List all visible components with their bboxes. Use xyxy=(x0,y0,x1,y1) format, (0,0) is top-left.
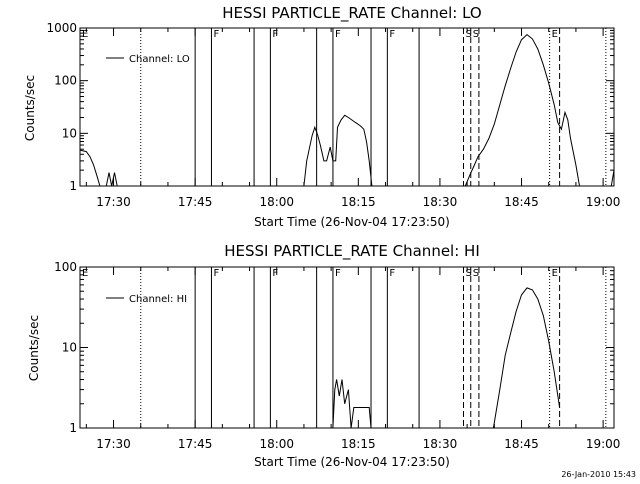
marker-label: S xyxy=(466,29,472,40)
plot-frame xyxy=(79,27,615,187)
y-tick-label: 1000 xyxy=(46,21,77,35)
x-tick-label: 18:45 xyxy=(504,195,539,209)
marker-label: F xyxy=(335,29,341,40)
series-line xyxy=(79,149,101,187)
panel-lo: HESSI PARTICLE_RATE Channel: LO Start Ti… xyxy=(23,4,620,229)
x-tick-label: 17:45 xyxy=(178,195,213,209)
series-line xyxy=(610,170,615,187)
x-tick-label: 19:00 xyxy=(586,437,621,451)
x-tick-label: 17:45 xyxy=(178,437,213,451)
x-tick-label: 18:45 xyxy=(504,437,539,451)
marker-label: F xyxy=(213,268,219,279)
legend-label: Channel: HI xyxy=(129,294,187,305)
marker-label: F xyxy=(389,268,395,279)
marker-label: F xyxy=(272,268,278,279)
series-line xyxy=(332,379,372,429)
x-axis-label: Start Time (26-Nov-04 17:23:50) xyxy=(254,215,450,229)
x-tick-label: 17:30 xyxy=(96,195,131,209)
marker-label: E xyxy=(82,29,88,40)
x-tick-label: 18:00 xyxy=(259,437,294,451)
x-tick-label: 18:15 xyxy=(341,195,376,209)
marker-label: F xyxy=(335,268,341,279)
x-tick-label: 18:15 xyxy=(341,437,376,451)
y-tick-label: 1 xyxy=(69,421,77,435)
chart-title: HESSI PARTICLE_RATE Channel: LO xyxy=(222,4,481,23)
x-tick-label: 18:00 xyxy=(259,195,294,209)
x-tick-label: 17:30 xyxy=(96,437,131,451)
marker-label: S xyxy=(466,268,472,279)
y-axis-label: Counts/sec xyxy=(23,75,37,141)
marker-label: E xyxy=(82,268,88,279)
series-line xyxy=(492,287,561,429)
x-tick-label: 19:00 xyxy=(586,195,621,209)
marker-label: F xyxy=(272,29,278,40)
marker-label: F xyxy=(213,29,219,40)
y-tick-label: 100 xyxy=(54,260,77,274)
footer-timestamp: 26-Jan-2010 15:43 xyxy=(561,470,636,479)
marker-label: E xyxy=(552,268,558,279)
plot-frame xyxy=(79,266,615,429)
x-tick-label: 18:30 xyxy=(423,437,458,451)
y-tick-label: 10 xyxy=(62,341,77,355)
y-tick-label: 10 xyxy=(62,126,77,140)
marker-label: E xyxy=(552,29,558,40)
marker-label: F xyxy=(389,29,395,40)
y-axis-label: Counts/sec xyxy=(27,315,41,381)
x-tick-label: 18:30 xyxy=(423,195,458,209)
series-line xyxy=(105,172,118,187)
panel-hi: HESSI PARTICLE_RATE Channel: HI Start Ti… xyxy=(27,242,620,469)
y-tick-label: 100 xyxy=(54,74,77,88)
marker-label: S xyxy=(473,29,479,40)
legend-label: Channel: LO xyxy=(129,54,190,65)
marker-label: S xyxy=(473,268,479,279)
y-tick-label: 1 xyxy=(69,179,77,193)
x-axis-label: Start Time (26-Nov-04 17:23:50) xyxy=(254,455,450,469)
series-line xyxy=(464,33,580,187)
series-line xyxy=(303,114,373,187)
chart-title: HESSI PARTICLE_RATE Channel: HI xyxy=(224,242,480,261)
